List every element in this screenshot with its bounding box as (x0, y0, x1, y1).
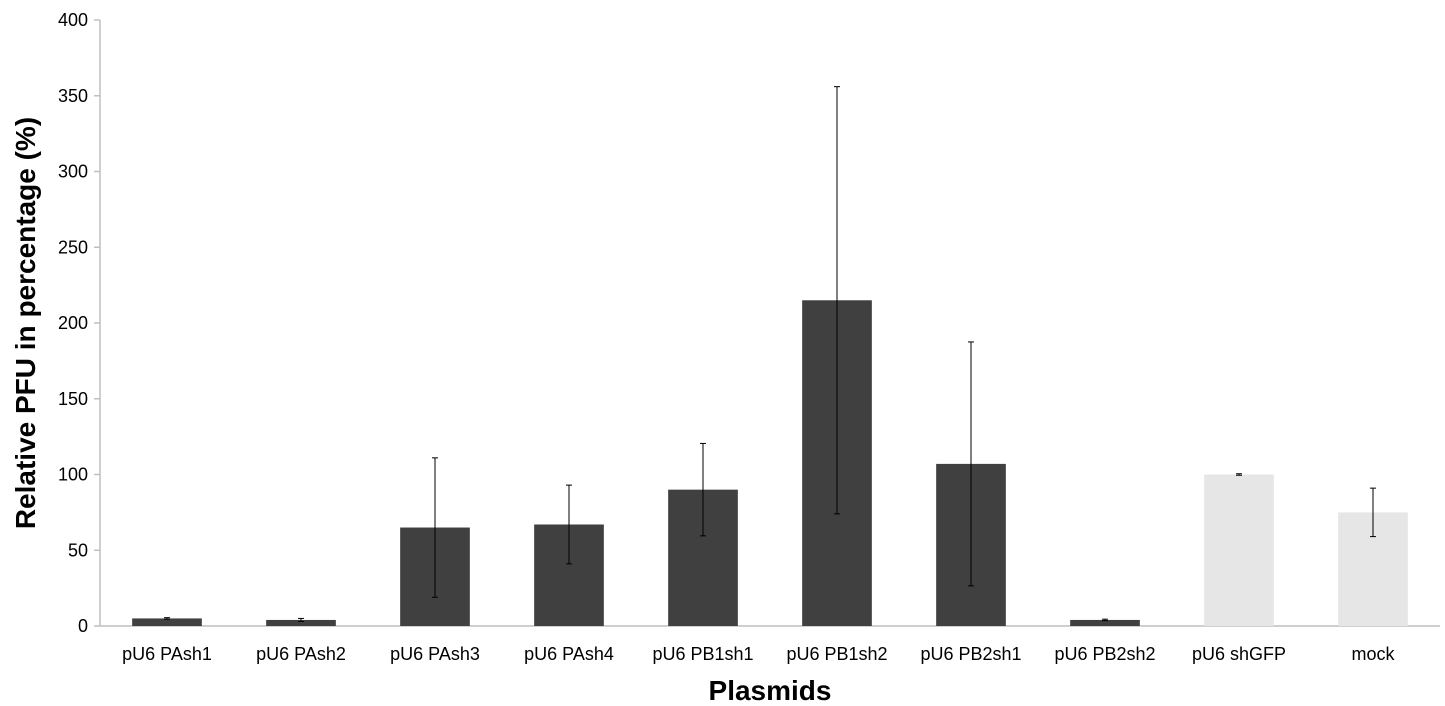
error-bar (298, 617, 304, 622)
error-bar (432, 457, 438, 598)
x-axis-labels: pU6 PAsh1 pU6 PAsh2 pU6 PAsh3 pU6 PAsh4 pU6 … (122, 644, 1395, 664)
y-tick-label: 0 (78, 616, 88, 636)
x-category-label: pU6 PAsh1 (122, 644, 212, 664)
y-axis-title: Relative PFU in percentage (%) (10, 117, 41, 529)
x-category-label: pU6 PAsh2 (256, 644, 346, 664)
error-bar (968, 341, 974, 587)
y-axis-ticks: 0 50 100 150 200 250 300 350 400 (58, 10, 100, 636)
y-tick-label: 200 (58, 313, 88, 333)
y-tick-label: 50 (68, 540, 88, 560)
x-category-label: mock (1351, 644, 1395, 664)
x-category-label: pU6 PB2sh1 (920, 644, 1021, 664)
error-bar (1370, 487, 1376, 538)
y-tick-label: 100 (58, 465, 88, 485)
bar (1204, 474, 1274, 626)
bar (1070, 619, 1140, 626)
x-category-label: pU6 PAsh3 (390, 644, 480, 664)
error-bars (164, 86, 1376, 622)
error-bar (834, 86, 840, 515)
x-category-label: pU6 PB1sh1 (652, 644, 753, 664)
error-bar (700, 442, 706, 537)
error-bar (1102, 618, 1108, 622)
y-tick-label: 300 (58, 162, 88, 182)
bar (132, 618, 202, 626)
x-category-label: pU6 PAsh4 (524, 644, 614, 664)
x-category-label: pU6 PB2sh2 (1054, 644, 1155, 664)
x-category-label: pU6 shGFP (1192, 644, 1286, 664)
y-tick-label: 350 (58, 86, 88, 106)
y-tick-label: 250 (58, 237, 88, 257)
y-tick-label: 400 (58, 10, 88, 30)
y-tick-label: 150 (58, 389, 88, 409)
bar (266, 619, 336, 626)
x-category-label: pU6 PB1sh2 (786, 644, 887, 664)
x-axis-title: Plasmids (709, 675, 832, 706)
error-bar (164, 617, 170, 620)
error-bar (566, 484, 572, 565)
bars (132, 300, 1408, 626)
error-bar (1236, 473, 1242, 476)
